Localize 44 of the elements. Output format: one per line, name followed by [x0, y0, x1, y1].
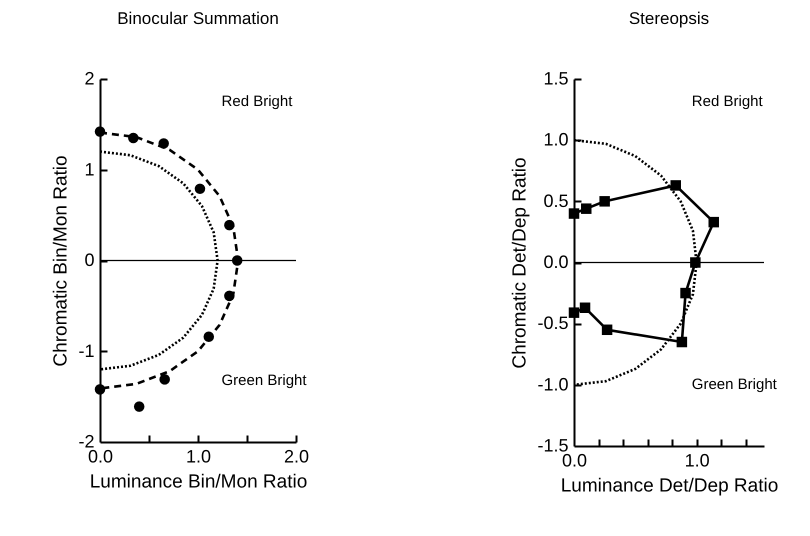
point: [568, 307, 580, 318]
y-tick-label: 2: [84, 68, 94, 88]
y-tick-label: 0.5: [543, 190, 568, 211]
y-tick-label: -1: [78, 340, 94, 361]
y-tick-label: 1.0: [543, 130, 568, 150]
annotation: Red Bright: [222, 93, 294, 110]
point: [580, 302, 590, 314]
x-axis-title: Luminance Det/Dep Ratio: [560, 476, 778, 496]
point: [159, 374, 170, 385]
chart-title: Binocular Summation: [117, 9, 279, 28]
point: [224, 220, 235, 230]
point: [568, 208, 580, 219]
x-tick-label: 0.0: [562, 450, 588, 470]
point: [708, 216, 719, 228]
x-tick-label: 1.0: [186, 446, 212, 466]
point: [94, 384, 106, 395]
point: [128, 132, 139, 144]
x-tick-label: 1.0: [684, 450, 710, 470]
y-tick-label: 1.5: [543, 68, 568, 88]
point: [94, 126, 106, 137]
point: [194, 184, 206, 194]
point: [599, 196, 610, 207]
y-axis-title: Chromatic Det/Dep Ratio: [509, 157, 530, 369]
point: [134, 401, 144, 412]
y-tick-label: -1.0: [537, 374, 568, 394]
point: [680, 288, 691, 298]
point: [224, 290, 235, 302]
x-axis-title: Luminance Bin/Mon Ratio: [90, 472, 308, 492]
annotation: Red Bright: [692, 93, 764, 110]
annotation: Green Bright: [692, 376, 778, 393]
point: [581, 203, 592, 214]
x-tick-label: 2.0: [284, 446, 310, 466]
y-tick-label: -0.5: [537, 313, 568, 334]
chart-title: Stereopsis: [628, 9, 710, 28]
y-tick-label: 1: [84, 159, 94, 180]
point: [158, 138, 169, 149]
point: [204, 331, 214, 342]
point: [676, 336, 688, 348]
annotation: Green Bright: [222, 372, 308, 389]
y-axis-title: Chromatic Bin/Mon Ratio: [50, 155, 72, 367]
point: [670, 180, 681, 191]
point: [602, 324, 612, 336]
y-tick-label: 0: [84, 250, 94, 270]
y-tick-label: 0.0: [543, 252, 568, 272]
